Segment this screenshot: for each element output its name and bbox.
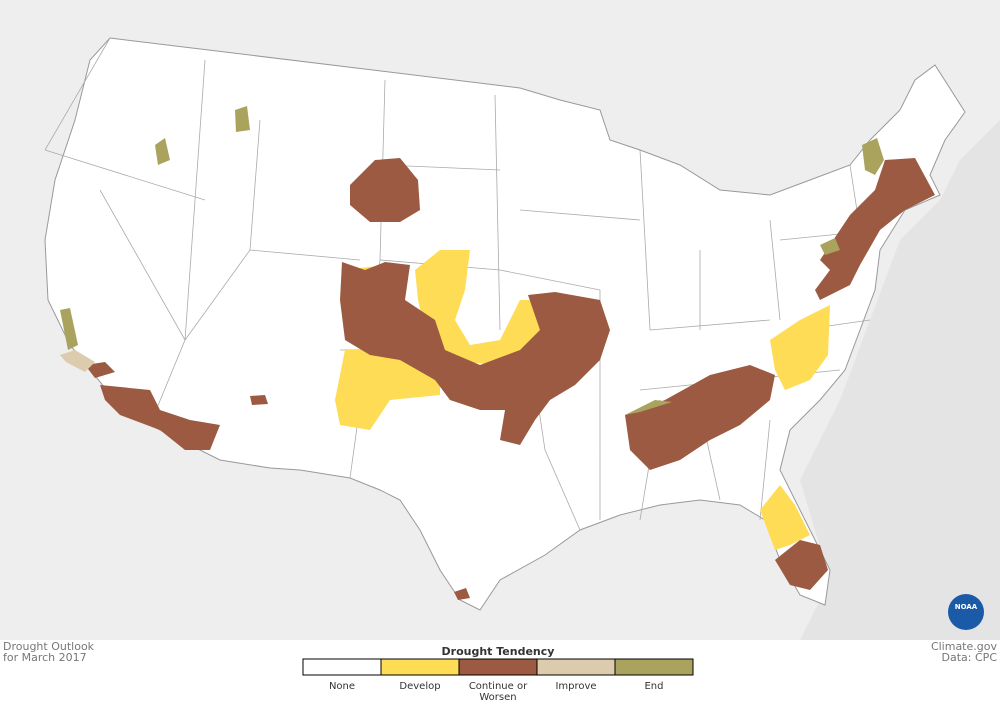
area-end: [820, 238, 840, 255]
area-continue: [350, 158, 420, 222]
legend-swatch: [458, 658, 538, 676]
legend-swatch: [614, 658, 694, 676]
drought-areas: [60, 106, 935, 600]
us-outline: [44, 37, 966, 611]
area-end: [235, 106, 250, 132]
area-continue: [85, 362, 115, 378]
legend-title: Drought Tendency: [441, 645, 555, 658]
area-continue: [625, 365, 775, 470]
credit-line: Data: CPC: [941, 651, 997, 664]
legend-swatch: [536, 658, 616, 676]
legend-swatch: [380, 658, 460, 676]
area-continue: [815, 158, 935, 300]
legend-label: None: [328, 681, 356, 692]
logo: [948, 594, 984, 630]
legend-bar: [302, 658, 694, 676]
area-continue: [775, 540, 828, 590]
title-line: Drought Outlook: [3, 640, 95, 653]
area-continue: [250, 395, 268, 405]
legend-label: Improve: [555, 681, 597, 692]
area-end: [60, 308, 78, 350]
legend-swatch: [302, 658, 382, 676]
legend-label: End: [644, 681, 664, 692]
area-develop: [760, 485, 810, 550]
legend-label: Develop: [399, 681, 441, 692]
logo-text: NOAA: [955, 603, 978, 611]
area-continue: [340, 262, 610, 445]
area-continue: [454, 588, 470, 600]
legend-label: Continue or Worsen: [468, 681, 528, 703]
title-line: for March 2017: [3, 651, 87, 664]
area-end: [862, 138, 884, 175]
area-develop: [770, 305, 830, 390]
area-end: [625, 400, 672, 415]
area-develop: [335, 350, 440, 430]
area-improve: [60, 350, 95, 372]
credit-line: Climate.gov: [930, 640, 997, 653]
area-end: [155, 138, 170, 165]
area-continue: [100, 385, 220, 450]
